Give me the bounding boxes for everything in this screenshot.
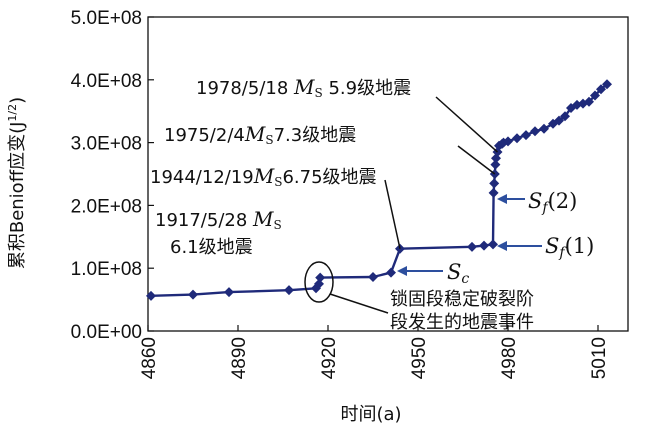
data-point — [315, 272, 326, 283]
marker-sc-sub: c — [461, 271, 469, 287]
data-point — [584, 96, 594, 107]
data-point — [602, 79, 612, 90]
annotation-1944-date: 1944/12/19 — [150, 167, 254, 188]
marker-sf2-sub: f — [541, 200, 550, 216]
x-tick-label: 4890 — [229, 337, 250, 379]
annotation-1917-m: M — [252, 207, 274, 231]
data-point — [488, 239, 498, 250]
annotation-1975-mag: 7.3级地震 — [274, 125, 357, 146]
x-tick-labels: 4860 4890 4920 4950 4980 5010 — [139, 337, 610, 379]
arrow-sf1-head — [497, 241, 507, 251]
marker-sf2-label: Sf(2) — [528, 189, 577, 216]
leader-1975 — [457, 145, 496, 175]
annotation-1975-date: 1975/2/4 — [164, 125, 245, 146]
annotation-1975: 1975/2/4MS7.3级地震 — [164, 122, 356, 147]
data-point — [521, 130, 531, 141]
marker-sf1-symbol: S — [545, 234, 559, 258]
annotation-1917-sub: S — [274, 218, 282, 232]
marker-sf1-sub: f — [558, 245, 567, 261]
locked-segment-ellipse — [304, 261, 334, 303]
y-axis-title: 累积Benioff应变(J1/2) — [6, 97, 28, 269]
annotation-1944-sub: S — [274, 175, 282, 189]
data-point — [188, 289, 198, 300]
locked-segment-label-line2: 段发生的地震事件 — [390, 312, 534, 333]
arrow-sc-head — [397, 266, 407, 276]
annotation-1975-m: M — [244, 122, 266, 146]
leader-1978 — [435, 96, 499, 153]
plot-frame — [147, 16, 629, 332]
y-tick-label: 0.0E+00 — [71, 322, 142, 343]
annotation-1944-m: M — [253, 164, 275, 188]
data-point — [512, 133, 522, 144]
y-axis-title-main: 累积Benioff应变(J — [7, 122, 28, 270]
y-tick-label: 4.0E+08 — [71, 71, 142, 92]
annotation-1917-date: 1917/5/28 — [155, 210, 247, 231]
x-axis-title: 时间(a) — [340, 404, 401, 425]
data-point — [224, 287, 234, 298]
data-point — [284, 285, 294, 296]
data-point — [488, 187, 499, 198]
marker-sf2-paren: (2) — [548, 189, 578, 213]
annotation-1978-m: M — [293, 75, 315, 99]
annotation-leaders — [304, 96, 542, 314]
data-point — [386, 267, 396, 278]
marker-sf1-paren: (1) — [565, 234, 595, 258]
annotation-1917: 1917/5/28 MS — [155, 207, 282, 232]
y-tick-label: 2.0E+08 — [71, 196, 142, 217]
x-tick-label: 5010 — [589, 337, 610, 379]
leader-1944 — [384, 179, 401, 249]
x-tick-label: 4980 — [499, 337, 520, 379]
data-point — [503, 136, 513, 147]
data-point — [530, 126, 540, 137]
annotation-1944: 1944/12/19MS6.75级地震 — [150, 164, 377, 189]
x-tick-label: 4920 — [319, 337, 340, 379]
annotation-1978-sub: S — [315, 86, 323, 100]
locked-segment-label-line1: 锁固段稳定破裂阶 — [390, 289, 534, 310]
x-tick-label: 4860 — [139, 337, 160, 379]
data-point — [560, 111, 570, 122]
y-axis-title-close: ) — [7, 97, 28, 104]
data-point — [467, 241, 477, 252]
annotation-1917-mag: 6.1级地震 — [170, 237, 253, 258]
data-point — [146, 290, 156, 301]
annotation-1978: 1978/5/18 MS 5.9级地震 — [196, 75, 411, 102]
y-tick-label: 1.0E+08 — [71, 259, 142, 280]
marker-sc-label: Sc — [447, 260, 469, 287]
annotation-1975-sub: S — [265, 133, 273, 147]
y-tick-label: 5.0E+08 — [71, 8, 142, 29]
data-point — [489, 178, 500, 189]
annotation-1978-date: 1978/5/18 — [196, 78, 288, 99]
y-tick-label: 3.0E+08 — [71, 134, 142, 155]
data-point — [314, 278, 324, 289]
y-tick-labels: 0.0E+00 1.0E+08 2.0E+08 3.0E+08 4.0E+08 5.0E+… — [71, 8, 142, 343]
annotation-1944-mag: 6.75级地震 — [282, 167, 376, 188]
data-point — [590, 90, 600, 101]
marker-sf1-label: Sf(1) — [545, 234, 594, 261]
leader-locked-segment — [329, 293, 389, 314]
y-axis-title-sup: 1/2 — [6, 104, 19, 122]
data-point — [554, 115, 564, 126]
x-tick-label: 4950 — [409, 337, 430, 379]
plot-axes — [147, 16, 629, 332]
marker-sc-symbol: S — [447, 260, 461, 284]
data-point — [479, 240, 489, 251]
data-point — [539, 123, 549, 134]
data-point — [490, 159, 501, 170]
data-point — [368, 271, 378, 282]
data-point — [596, 84, 606, 95]
arrow-sf2-head — [497, 194, 507, 204]
annotation-1978-mag: 5.9级地震 — [328, 78, 411, 99]
marker-sf2-symbol: S — [528, 189, 542, 213]
